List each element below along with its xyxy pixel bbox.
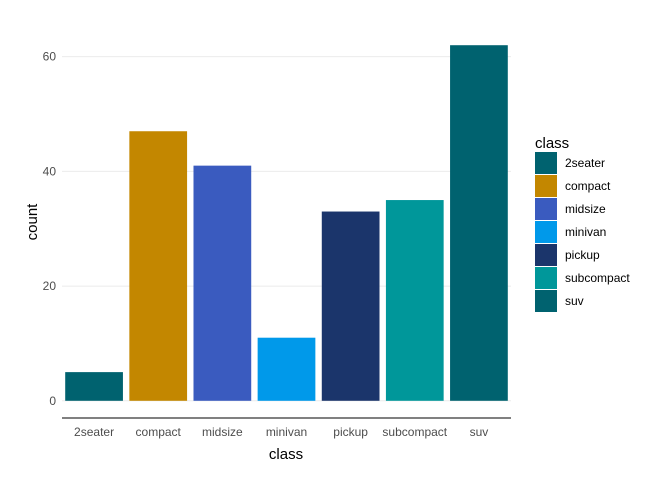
bar-compact bbox=[129, 131, 188, 401]
y-tick-labels: 0 20 40 60 bbox=[43, 50, 57, 408]
legend-label-midsize: midsize bbox=[565, 202, 606, 216]
bar-2seater bbox=[65, 372, 123, 401]
legend-key-compact bbox=[535, 175, 557, 197]
legend-key-midsize bbox=[535, 198, 557, 220]
legend-key-pickup bbox=[535, 244, 557, 266]
x-tick-label-minivan: minivan bbox=[266, 425, 307, 439]
y-tick-label: 0 bbox=[49, 394, 56, 408]
x-tick-label-pickup: pickup bbox=[333, 425, 368, 439]
legend-title: class bbox=[535, 135, 569, 152]
legend-label-minivan: minivan bbox=[565, 225, 606, 239]
legend-key-minivan bbox=[535, 221, 557, 243]
y-tick-label: 60 bbox=[43, 50, 57, 64]
x-tick-label-2seater: 2seater bbox=[74, 425, 114, 439]
legend-key-2seater bbox=[535, 152, 557, 174]
legend-label-compact: compact bbox=[565, 179, 611, 193]
legend: class 2seater compact midsize minivan pickup… bbox=[535, 135, 630, 312]
y-tick-label: 20 bbox=[43, 279, 57, 293]
legend-label-2seater: 2seater bbox=[565, 156, 605, 170]
bar-pickup bbox=[321, 211, 380, 401]
x-tick-label-compact: compact bbox=[136, 425, 182, 439]
x-tick-label-midsize: midsize bbox=[202, 425, 243, 439]
bar-minivan bbox=[257, 337, 316, 401]
legend-label-suv: suv bbox=[565, 294, 584, 308]
bar-midsize bbox=[193, 165, 252, 401]
y-axis-title: count bbox=[24, 203, 41, 241]
bars bbox=[65, 45, 508, 401]
x-tick-label-suv: suv bbox=[470, 425, 489, 439]
x-axis-title: class bbox=[269, 446, 303, 463]
bar-suv bbox=[450, 45, 508, 401]
legend-key-subcompact bbox=[535, 267, 557, 289]
legend-label-subcompact: subcompact bbox=[565, 271, 630, 285]
bar-subcompact bbox=[385, 200, 444, 401]
legend-key-suv bbox=[535, 290, 557, 312]
x-tick-label-subcompact: subcompact bbox=[382, 425, 447, 439]
legend-label-pickup: pickup bbox=[565, 248, 600, 262]
x-tick-labels: 2seater compact midsize minivan pickup subcom… bbox=[74, 425, 488, 439]
y-tick-label: 40 bbox=[43, 164, 57, 178]
